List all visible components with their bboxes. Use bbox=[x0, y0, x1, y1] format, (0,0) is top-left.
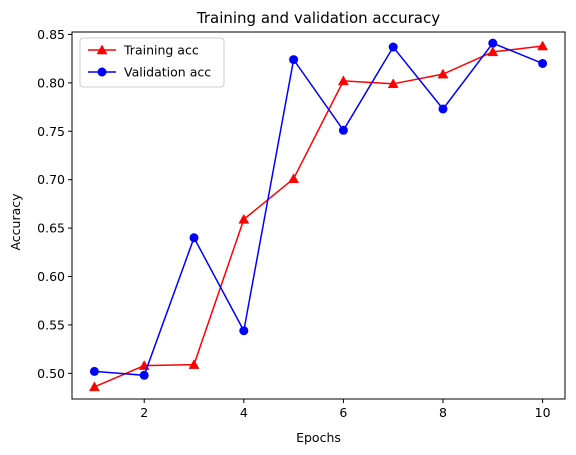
y-tick-label: 0.85 bbox=[37, 27, 65, 42]
y-axis: 0.50 0.55 0.60 0.65 0.70 0.75 0.80 0.85 bbox=[37, 27, 72, 381]
data-point bbox=[388, 42, 398, 52]
data-point bbox=[88, 381, 100, 392]
y-tick-label: 0.80 bbox=[37, 75, 65, 90]
y-axis-label: Accuracy bbox=[8, 193, 23, 251]
y-tick-label: 0.65 bbox=[37, 221, 65, 236]
x-tick-label: 8 bbox=[439, 405, 447, 420]
data-point bbox=[487, 46, 499, 57]
data-point bbox=[488, 38, 498, 48]
legend: Training acc Validation acc bbox=[79, 37, 225, 88]
data-point bbox=[338, 125, 348, 135]
y-tick-label: 0.50 bbox=[37, 366, 65, 381]
data-point bbox=[537, 40, 549, 51]
x-tick-label: 4 bbox=[240, 405, 248, 420]
x-tick-label: 6 bbox=[339, 405, 347, 420]
x-tick-label: 10 bbox=[535, 405, 551, 420]
series-layer bbox=[88, 38, 549, 392]
data-point bbox=[239, 326, 249, 336]
data-point bbox=[337, 75, 349, 86]
x-axis-label: Epochs bbox=[296, 430, 341, 445]
chart-title: Training and validation accuracy bbox=[196, 9, 440, 27]
data-point bbox=[437, 68, 449, 79]
series-line bbox=[94, 45, 543, 388]
y-tick-label: 0.60 bbox=[37, 269, 65, 284]
legend-marker bbox=[97, 67, 107, 77]
series-line bbox=[94, 42, 543, 377]
data-point bbox=[387, 78, 399, 89]
y-tick-label: 0.55 bbox=[37, 317, 65, 332]
plot-area bbox=[71, 31, 566, 400]
series-validation-acc bbox=[89, 38, 548, 380]
legend-label: Training acc bbox=[123, 43, 199, 58]
x-tick-label: 2 bbox=[140, 405, 148, 420]
data-point bbox=[89, 366, 99, 376]
data-point bbox=[289, 55, 299, 65]
legend-marker bbox=[96, 44, 108, 55]
data-point bbox=[438, 104, 448, 114]
plot-frame bbox=[71, 31, 566, 400]
x-axis: 2 4 6 8 10 bbox=[140, 399, 551, 420]
data-point bbox=[238, 213, 250, 224]
data-point bbox=[288, 173, 300, 183]
y-tick-label: 0.70 bbox=[37, 172, 65, 187]
data-point bbox=[538, 58, 548, 68]
data-point bbox=[189, 233, 199, 243]
data-point bbox=[139, 370, 149, 380]
legend-item: Validation acc bbox=[88, 65, 211, 80]
series-training-acc bbox=[88, 40, 549, 392]
legend-label: Validation acc bbox=[124, 65, 211, 80]
legend-item: Training acc bbox=[88, 43, 199, 58]
y-tick-label: 0.75 bbox=[37, 124, 65, 139]
data-point bbox=[188, 359, 200, 369]
